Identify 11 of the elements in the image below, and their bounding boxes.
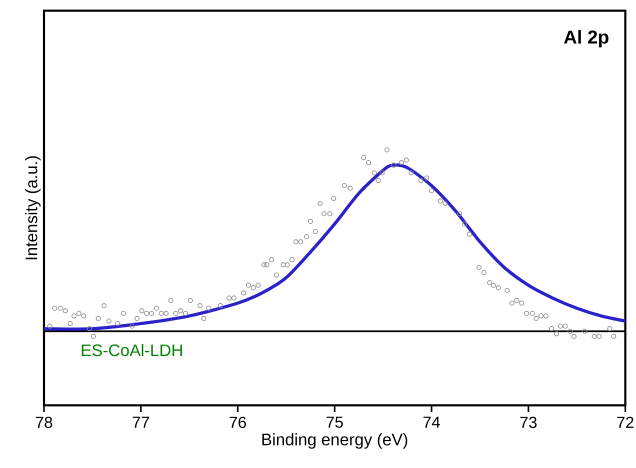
y-axis-title: Intensity (a.u.) [25, 156, 41, 260]
x-tick-label: 78 [36, 416, 52, 428]
x-tick-label: 77 [132, 416, 149, 428]
x-tick-label: 75 [326, 416, 343, 428]
x-tick-label: 72 [617, 416, 634, 428]
annotation: ES-CoAl-LDH [82, 344, 182, 356]
x-tick-label: 74 [423, 416, 440, 428]
x-tick-label: 76 [230, 416, 246, 428]
text: Al 2p [564, 30, 608, 48]
x-axis-title: Binding energy (eV) [262, 433, 408, 449]
x-tick-label: 73 [520, 416, 537, 428]
